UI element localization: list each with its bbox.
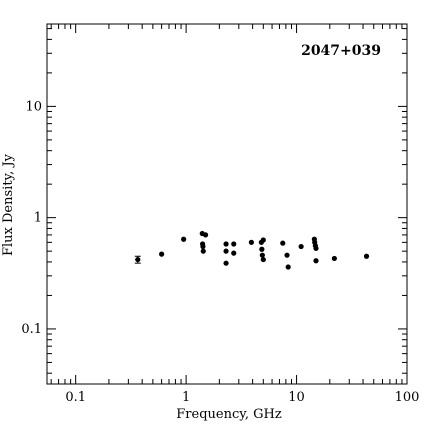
- data-point: [200, 248, 206, 254]
- data-point: [181, 236, 187, 242]
- y-tick-label: 0.1: [21, 322, 42, 337]
- data-point: [259, 246, 265, 252]
- points-layer: [134, 230, 370, 270]
- data-point: [280, 240, 286, 246]
- data-point: [260, 237, 266, 243]
- data-point: [298, 243, 304, 250]
- data-point: [331, 255, 337, 262]
- x-tick-label: 100: [395, 390, 420, 405]
- y-axis-label: Flux Density, Jy: [1, 153, 16, 256]
- x-tick-label: 0.1: [65, 390, 86, 405]
- x-axis-label: Frequency, GHz: [176, 407, 282, 422]
- data-point: [135, 256, 141, 263]
- data-point: [223, 248, 229, 254]
- data-point: [223, 241, 229, 247]
- data-point: [202, 232, 209, 238]
- data-point: [231, 250, 237, 256]
- data-point: [159, 251, 165, 257]
- data-point: [363, 253, 370, 259]
- y-tick-label: 10: [25, 99, 42, 114]
- data-point: [231, 241, 237, 247]
- data-point: [313, 245, 319, 251]
- chart-title: 2047+039: [301, 43, 381, 59]
- data-point: [259, 252, 265, 258]
- data-point: [284, 252, 290, 258]
- data-point: [248, 239, 254, 245]
- x-tick-label: 10: [288, 390, 305, 405]
- data-point: [313, 258, 319, 264]
- data-point: [260, 256, 266, 263]
- plot-frame: [46, 23, 408, 385]
- axes-layer: [46, 23, 408, 385]
- x-tick-label: 1: [182, 390, 190, 405]
- data-point: [223, 260, 229, 266]
- data-point: [285, 264, 291, 270]
- data-point: [200, 243, 206, 250]
- y-tick-label: 1: [34, 211, 42, 226]
- ticks-layer: 0.1 1 10 100 0.1 1 10: [21, 24, 419, 405]
